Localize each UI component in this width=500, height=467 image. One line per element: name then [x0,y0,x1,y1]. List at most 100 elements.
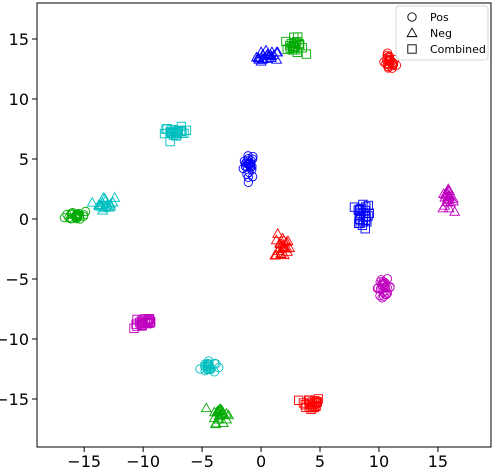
point-square-c11 [161,124,171,134]
point-triangle-c1 [271,53,283,64]
points-layer [59,32,461,429]
point-square-c8 [289,38,299,48]
point-square-c14 [143,316,153,326]
point-triangle-c7 [200,402,212,413]
point-triangle-c13 [437,188,450,198]
point-circle-c12 [380,289,390,299]
point-triangle-c4 [270,249,282,259]
point-square-c11 [168,130,179,140]
point-square-c11 [170,127,181,137]
point-square-c14 [136,316,147,326]
point-triangle-c13 [441,194,453,204]
y-tick-label: 15 [9,30,29,49]
y-tick-label: −15 [0,390,29,409]
point-square-c2 [355,215,365,225]
point-triangle-c4 [276,232,289,243]
y-tick-label: 10 [9,90,29,109]
legend-square-icon [407,44,417,54]
x-tick-label: −10 [126,452,160,467]
y-tick-label: −5 [5,270,29,289]
point-triangle-c4 [275,248,287,259]
point-square-c8 [294,38,304,49]
y-tick-label: 5 [19,150,29,169]
point-circle-c3 [379,57,389,67]
y-tick-label: 0 [19,210,29,229]
point-triangle-c10 [107,196,119,207]
point-triangle-c10 [101,198,113,209]
point-triangle-c7 [216,405,228,416]
point-square-c14 [131,319,141,329]
y-tick-label: −10 [0,330,29,349]
point-circle-c9 [200,366,210,376]
point-circle-c12 [380,282,391,293]
point-triangle-c13 [437,202,449,213]
point-circle-c6 [71,212,81,222]
point-triangle-c13 [444,196,457,207]
point-circle-c6 [78,211,89,221]
point-triangle-c1 [261,49,273,59]
point-square-c5 [311,397,321,408]
point-square-c5 [304,402,314,413]
point-square-c2 [354,205,365,215]
x-tick-label: 15 [428,452,448,467]
point-triangle-c7 [208,406,221,417]
point-circle-c0 [245,160,256,171]
point-square-c11 [173,125,183,135]
point-triangle-c7 [220,413,233,424]
point-triangle-c10 [93,199,105,210]
legend-triangle-icon [406,27,418,38]
point-square-c2 [362,217,372,227]
point-triangle-c13 [443,202,455,213]
point-square-c8 [290,45,301,55]
point-circle-c0 [247,172,258,182]
point-circle-c9 [214,362,224,373]
point-circle-c12 [380,277,390,288]
x-tick-label: −15 [67,452,101,467]
point-circle-c6 [74,208,84,219]
plot-frame [36,2,492,448]
point-triangle-c7 [213,410,225,420]
point-triangle-c1 [272,46,284,57]
point-triangle-c7 [217,417,229,428]
point-circle-c6 [72,213,83,223]
point-circle-c0 [247,161,257,172]
axes-layer: −15 −10 −5 0 5 10 15 15 10 5 0 −5 −10 −15 [0,30,448,467]
point-circle-c0 [242,156,252,166]
legend-circle-icon [407,12,417,22]
point-triangle-c7 [210,418,222,429]
point-square-c11 [171,131,182,141]
x-tick-label: 10 [369,452,389,467]
point-triangle-c13 [449,205,461,216]
point-circle-c6 [59,212,70,223]
point-triangle-c1 [253,53,265,64]
point-square-c5 [305,399,315,409]
legend-label: Pos [430,11,449,24]
point-triangle-c4 [269,249,281,260]
point-triangle-c13 [447,192,459,203]
point-square-c14 [145,317,156,327]
legend-box [395,5,489,61]
point-circle-c9 [202,359,212,369]
point-triangle-c10 [97,191,109,202]
point-triangle-c1 [255,46,267,57]
point-circle-c6 [80,206,91,217]
point-square-c14 [140,317,150,328]
point-square-c8 [288,41,298,51]
x-tick-label: 5 [315,452,325,467]
point-circle-c3 [388,61,398,71]
point-triangle-c4 [270,234,282,245]
point-triangle-c13 [440,187,452,198]
point-triangle-c4 [277,241,289,252]
point-triangle-c10 [98,202,110,213]
point-square-c2 [361,202,371,212]
legend-label: Combined [430,43,486,56]
legend-label: Neg [430,27,452,40]
point-triangle-c10 [86,196,98,207]
point-triangle-c4 [278,249,290,260]
legend: Pos Neg Combined [395,5,489,61]
point-triangle-c4 [281,242,293,253]
point-square-c2 [361,212,371,222]
point-circle-c0 [243,172,253,182]
x-tick-label: 0 [256,452,266,467]
